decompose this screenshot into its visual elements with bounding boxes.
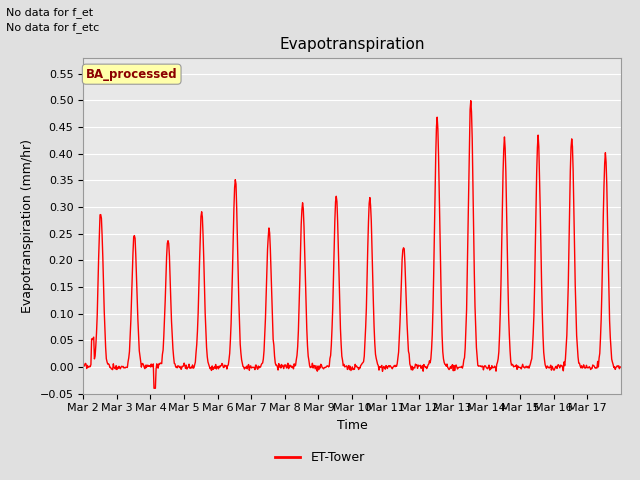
Legend: ET-Tower: ET-Tower [270, 446, 370, 469]
X-axis label: Time: Time [337, 419, 367, 432]
Text: No data for f_et: No data for f_et [6, 7, 93, 18]
Title: Evapotranspiration: Evapotranspiration [279, 37, 425, 52]
Y-axis label: Evapotranspiration (mm/hr): Evapotranspiration (mm/hr) [21, 139, 34, 312]
Text: No data for f_etc: No data for f_etc [6, 22, 100, 33]
Text: BA_processed: BA_processed [86, 68, 177, 81]
